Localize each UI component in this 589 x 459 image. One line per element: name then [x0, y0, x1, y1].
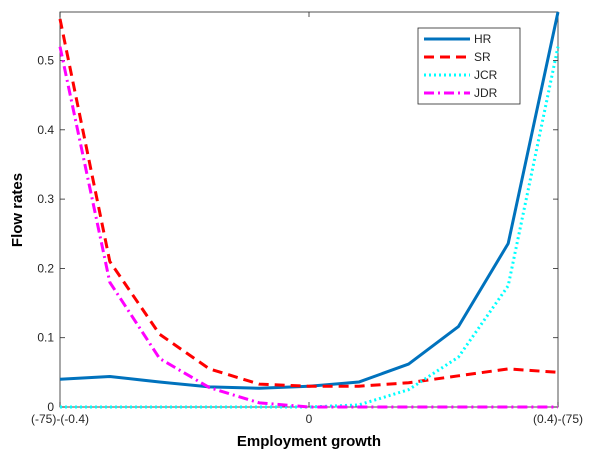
y-tick-label: 0.1 — [37, 331, 54, 345]
y-tick-label: 0.4 — [37, 123, 54, 137]
y-tick-label: 0.3 — [37, 192, 54, 206]
series-line — [58, 46, 558, 409]
x-axis-title: Employment growth — [237, 433, 381, 450]
y-tick-label: 0.5 — [37, 54, 54, 68]
legend-label: JCR — [474, 68, 498, 82]
legend-label: HR — [474, 32, 492, 46]
legend: HR SR JCR JDR — [417, 27, 521, 105]
series-line — [58, 18, 559, 388]
x-tick-label: (0.4)-(75) — [533, 412, 583, 426]
legend-label: SR — [474, 50, 491, 64]
y-tick-label: 0 — [47, 400, 54, 414]
y-axis-title: Flow rates — [9, 173, 26, 247]
x-tick-label: (-75)-(-0.4) — [31, 412, 89, 426]
y-tick-label: 0.2 — [37, 261, 54, 275]
legend-label: JDR — [474, 86, 498, 100]
x-tick-label: 0 — [306, 412, 313, 426]
legend-box — [417, 27, 521, 105]
